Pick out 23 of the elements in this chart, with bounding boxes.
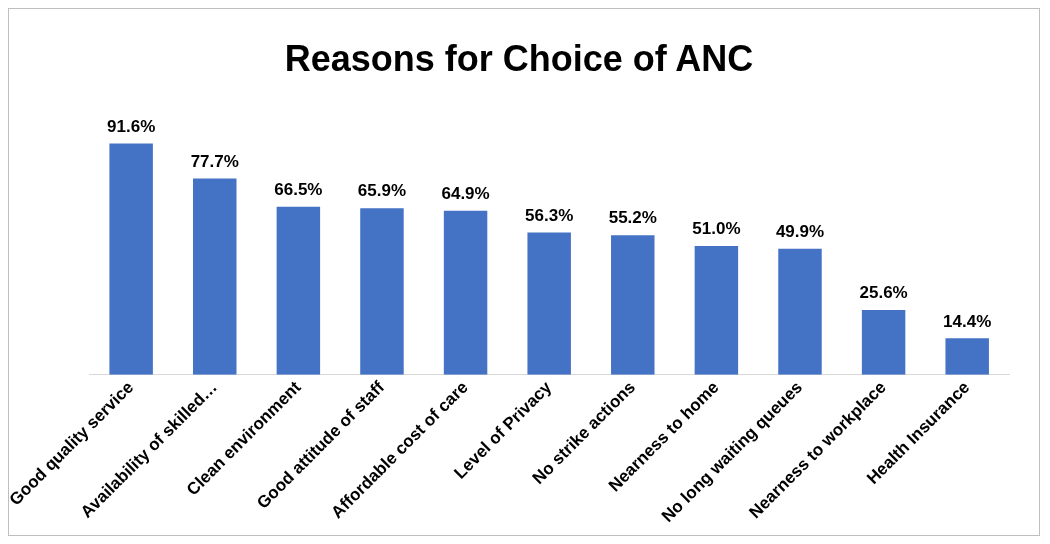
bar	[694, 245, 739, 375]
data-label: 65.9%	[357, 181, 407, 201]
bar	[443, 210, 488, 375]
data-label: 56.3%	[525, 205, 574, 225]
data-label: 77.7%	[190, 151, 239, 171]
data-label: 25.6%	[859, 283, 908, 303]
data-label: 51.0%	[692, 219, 741, 239]
chart-title: Reasons for Choice of ANC	[284, 37, 754, 79]
bar	[360, 208, 404, 375]
bar	[276, 206, 321, 375]
data-label: 49.9%	[775, 221, 825, 241]
bar	[945, 338, 989, 375]
bar	[778, 248, 822, 375]
data-label: 66.5%	[274, 179, 323, 199]
data-label: 64.9%	[441, 184, 490, 204]
bar	[527, 232, 571, 375]
bar	[193, 178, 237, 375]
bar	[109, 143, 153, 375]
bar	[861, 310, 906, 375]
data-label: 91.6%	[107, 116, 156, 136]
data-label: 55.2%	[608, 208, 657, 228]
data-label: 14.4%	[943, 311, 992, 331]
bar	[611, 235, 655, 375]
